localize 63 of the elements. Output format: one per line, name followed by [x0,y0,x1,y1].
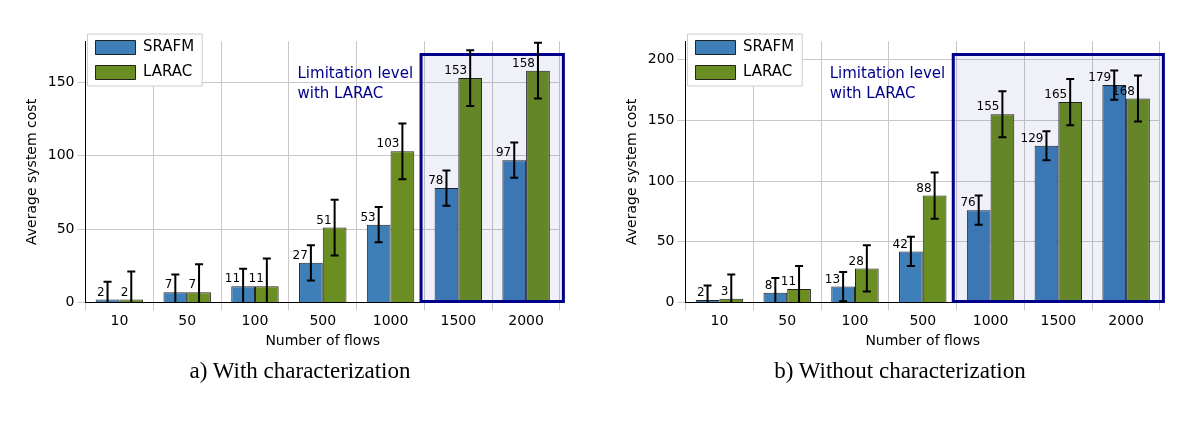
text: a) With characterization [188,358,412,384]
x-tick-label: 500 [909,312,937,329]
data-label: 13 [824,271,841,286]
data-label: 53 [360,209,376,224]
data-label: 28 [848,253,864,268]
data-label: 168 [1112,83,1135,98]
data-label: 103 [376,136,400,151]
y-axis-title: Average system cost [623,98,640,245]
y-tick-label: 200 [647,50,675,67]
data-label: 42 [892,236,908,251]
data-label: 78 [428,173,444,188]
x-tick-label: 50 [178,312,197,329]
data-label: 3 [720,283,729,298]
data-label: 158 [512,55,535,70]
data-label: 27 [292,247,308,262]
legend-label: LARAC [143,62,193,81]
y-tick-label: 150 [47,73,75,90]
data-label: 2 [96,284,105,299]
y-tick-label: 100 [47,146,75,163]
legend-label: SRAFM [743,37,795,56]
x-tick-label: 2000 [508,312,544,329]
x-tick-label: 10 [110,312,129,329]
data-label: 8 [764,277,773,292]
data-label: 179 [1088,70,1112,85]
data-label: 129 [1020,130,1044,145]
x-tick-label: 2000 [1108,312,1144,329]
x-tick-label: 500 [309,312,337,329]
y-tick-label: 0 [65,293,75,310]
data-label: 165 [1044,87,1068,102]
band-label: Limitation level with LARAC [829,63,946,102]
x-tick-label: 1500 [1040,312,1077,329]
x-tick-label: 100 [241,312,269,329]
data-label: 11 [780,274,797,289]
data-label: 11 [248,271,264,286]
data-label: 51 [316,212,332,227]
y-tick-label: 150 [647,110,675,127]
data-label: 11 [224,271,241,286]
data-label: 88 [916,180,932,195]
data-label: 7 [164,277,173,292]
y-tick-label: 50 [56,219,75,236]
x-axis-title: Number of flows [265,332,381,349]
x-tick-label: 1000 [972,312,1009,329]
data-label: 153 [444,63,468,78]
y-tick-label: 100 [647,171,675,188]
data-label: 2 [120,284,129,299]
x-axis-title: Number of flows [865,332,981,349]
legend-label: SRAFM [143,37,195,56]
data-label: 155 [976,99,1000,114]
data-label: 76 [960,195,976,210]
x-tick-label: 10 [710,312,729,329]
y-tick-label: 50 [656,232,675,249]
x-tick-label: 1000 [372,312,409,329]
text: b) Without characterization [773,358,1027,384]
band-label: Limitation level with LARAC [297,63,414,102]
data-label: 2 [696,285,705,300]
x-tick-label: 100 [841,312,869,329]
legend-label: LARAC [743,62,793,81]
y-axis-title: Average system cost [23,98,40,245]
x-tick-label: 1500 [440,312,477,329]
data-label: 7 [188,277,197,292]
data-label: 97 [495,145,512,160]
x-tick-label: 50 [778,312,797,329]
y-tick-label: 0 [665,293,675,310]
